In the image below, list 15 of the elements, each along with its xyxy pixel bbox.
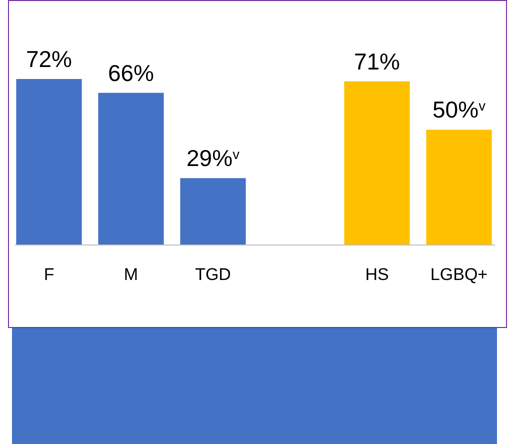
data-label: 50%$^{v}$ (432, 96, 486, 123)
x-tick-label: F (44, 265, 54, 284)
data-label: 29%$^{v}$ (186, 145, 240, 172)
data-label: 72% (26, 46, 72, 72)
x-tick-label: HS (365, 265, 389, 284)
x-tick-label: TGD (195, 265, 231, 284)
bar (180, 178, 246, 245)
x-tick-label: M (124, 265, 138, 284)
bar (426, 130, 492, 245)
data-label: 66% (108, 60, 154, 86)
x-tick-label: LGBQ+ (430, 265, 488, 284)
bar (16, 79, 82, 245)
data-label: 71% (354, 48, 400, 74)
bar (98, 92, 164, 245)
bar (344, 81, 410, 245)
